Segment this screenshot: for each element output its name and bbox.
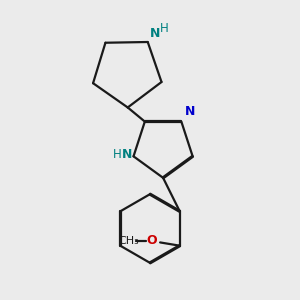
Text: H: H: [160, 22, 169, 35]
Text: N: N: [184, 105, 195, 118]
Text: O: O: [147, 234, 157, 247]
Text: N: N: [122, 148, 132, 161]
Text: CH₃: CH₃: [119, 236, 140, 246]
Text: N: N: [149, 27, 160, 40]
Text: H: H: [113, 148, 122, 161]
